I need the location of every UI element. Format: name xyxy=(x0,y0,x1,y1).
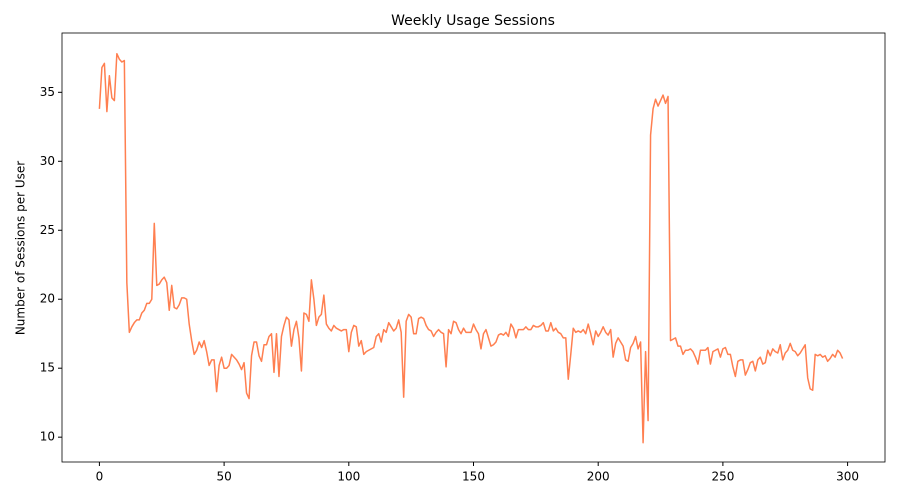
y-tick-label: 20 xyxy=(40,292,55,306)
x-tick-label: 200 xyxy=(587,470,610,484)
x-tick-label: 150 xyxy=(462,470,485,484)
x-tick-label: 250 xyxy=(711,470,734,484)
data-line xyxy=(98,52,844,444)
x-tick-label: 50 xyxy=(216,470,231,484)
y-tick-label: 35 xyxy=(40,85,55,99)
x-tick-label: 100 xyxy=(337,470,360,484)
y-tick-label: 30 xyxy=(40,154,55,168)
y-tick-label: 10 xyxy=(40,430,55,444)
x-tick-label: 300 xyxy=(836,470,859,484)
y-tick-label: 15 xyxy=(40,361,55,375)
x-tick-label: 0 xyxy=(96,470,104,484)
chart-title: Weekly Usage Sessions xyxy=(391,13,555,29)
plot-frame xyxy=(61,32,886,463)
y-axis-label: Number of Sessions per User xyxy=(14,161,28,335)
y-tick-label: 25 xyxy=(40,223,55,237)
